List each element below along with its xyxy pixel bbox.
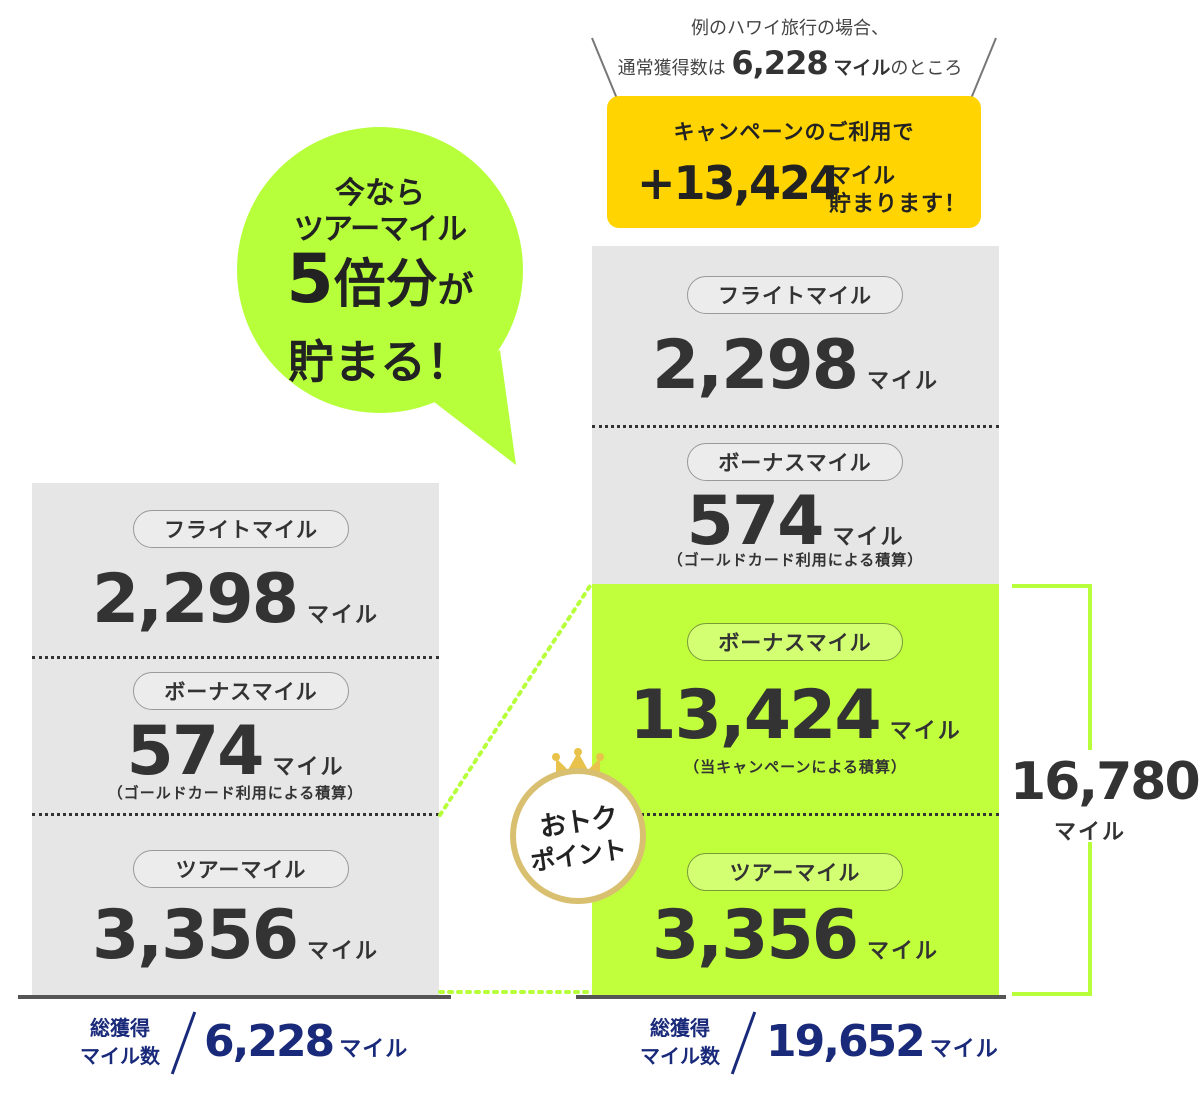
campaign-unit: マイル [829,164,896,189]
right-total-number: 19,652 [766,1016,926,1067]
left-total-unit: マイル [339,1037,409,1062]
right-bonus-gold-unit: マイル [832,525,905,550]
right-total-value: 19,652 マイル [766,1016,999,1067]
right-total-unit: マイル [929,1037,999,1062]
left-baseline [18,995,451,999]
bubble-line2: ツアーマイル [293,212,467,247]
right-tour-value: 3,356 マイル [592,896,999,975]
left-divider-1 [32,656,439,659]
left-tour-unit: マイル [307,939,380,964]
bubble-five: 5 [286,240,334,319]
left-flight-value: 2,298 マイル [32,560,439,639]
bubble-line4: 貯まる！ [288,335,472,389]
bubble-times: 倍分 [333,255,438,315]
left-bonus-pill: ボーナスマイル [133,672,349,710]
right-baseline [576,995,1006,999]
left-column [32,483,439,996]
right-total-label-1: 総獲得 [650,1016,710,1040]
right-bonus-gold-number: 574 [686,482,825,561]
right-bonus-campaign-unit: マイル [889,719,962,744]
left-tour-pill: ツアーマイル [133,850,349,888]
right-total-slash [730,1011,757,1075]
right-bonus-gold-pill: ボーナスマイル [687,443,903,481]
bracket-number: 16,780 [1010,752,1200,812]
left-divider-2 [32,813,439,816]
right-bonus-gold-note: （ゴールドカード利用による積算） [667,551,924,569]
left-total-value: 6,228 マイル [204,1016,408,1067]
left-tour-number: 3,356 [91,896,299,975]
bubble-line1: 今なら [335,176,425,211]
header-guide-lines [591,37,997,107]
left-bonus-value: 574 マイル [32,712,439,791]
left-flight-pill: フライトマイル [133,510,349,548]
right-divider-2 [592,813,999,816]
header-line1: 例のハワイ旅行の場合、 [691,18,889,39]
speech-bubble [237,127,523,465]
header-suffix: のところ [890,58,963,79]
otoku-badge [510,768,646,904]
right-flight-unit: マイル [867,369,940,394]
right-bonus-campaign-value: 13,424 マイル [592,676,999,755]
left-total-label-1: 総獲得 [90,1016,150,1040]
bubble-line3: 5倍分が [260,240,500,319]
total-bracket [1012,584,1092,996]
left-bonus-number: 574 [126,712,265,791]
right-tour-number: 3,356 [651,896,859,975]
right-flight-number: 2,298 [651,326,859,405]
left-total-slash [170,1011,197,1075]
right-tour-unit: マイル [867,939,940,964]
right-tour-pill: ツアーマイル [687,853,903,891]
left-tour-value: 3,356 マイル [32,896,439,975]
left-total-label: 総獲得 マイル数 [70,1014,170,1070]
bubble-ga: が [437,270,474,311]
right-divider-1 [592,425,999,428]
header-prefix: 通常獲得数は [617,58,726,79]
left-total-label-2: マイル数 [80,1044,160,1068]
connector-lines [438,584,592,994]
right-flight-value: 2,298 マイル [592,326,999,405]
right-total-label: 総獲得 マイル数 [630,1014,730,1070]
right-bonus-campaign-pill: ボーナスマイル [687,623,903,661]
campaign-box: キャンペーンのご利用で +13,424 マイル 貯まります！ [607,96,981,228]
right-bonus-campaign-note: （当キャンペーンによる積算） [684,758,907,776]
left-bonus-note: （ゴールドカード利用による積算） [107,784,364,802]
left-total-number: 6,228 [204,1016,335,1067]
left-flight-number: 2,298 [91,560,299,639]
right-bonus-gold-value: 574 マイル [592,482,999,561]
right-bonus-campaign-number: 13,424 [629,676,881,755]
campaign-number: +13,424 [637,156,841,210]
campaign-line1: キャンペーンのご利用で [673,120,915,144]
right-total-label-2: マイル数 [640,1044,720,1068]
left-flight-unit: マイル [307,603,380,628]
right-flight-pill: フライトマイル [687,276,903,314]
bracket-unit: マイル [1053,820,1126,845]
campaign-tail: 貯まります！ [829,192,968,217]
header-line2: 通常獲得数は 6,228 マイルのところ [570,44,1010,82]
left-bonus-unit: マイル [272,755,345,780]
header-unit: マイル [833,57,891,79]
header-number: 6,228 [731,44,828,82]
